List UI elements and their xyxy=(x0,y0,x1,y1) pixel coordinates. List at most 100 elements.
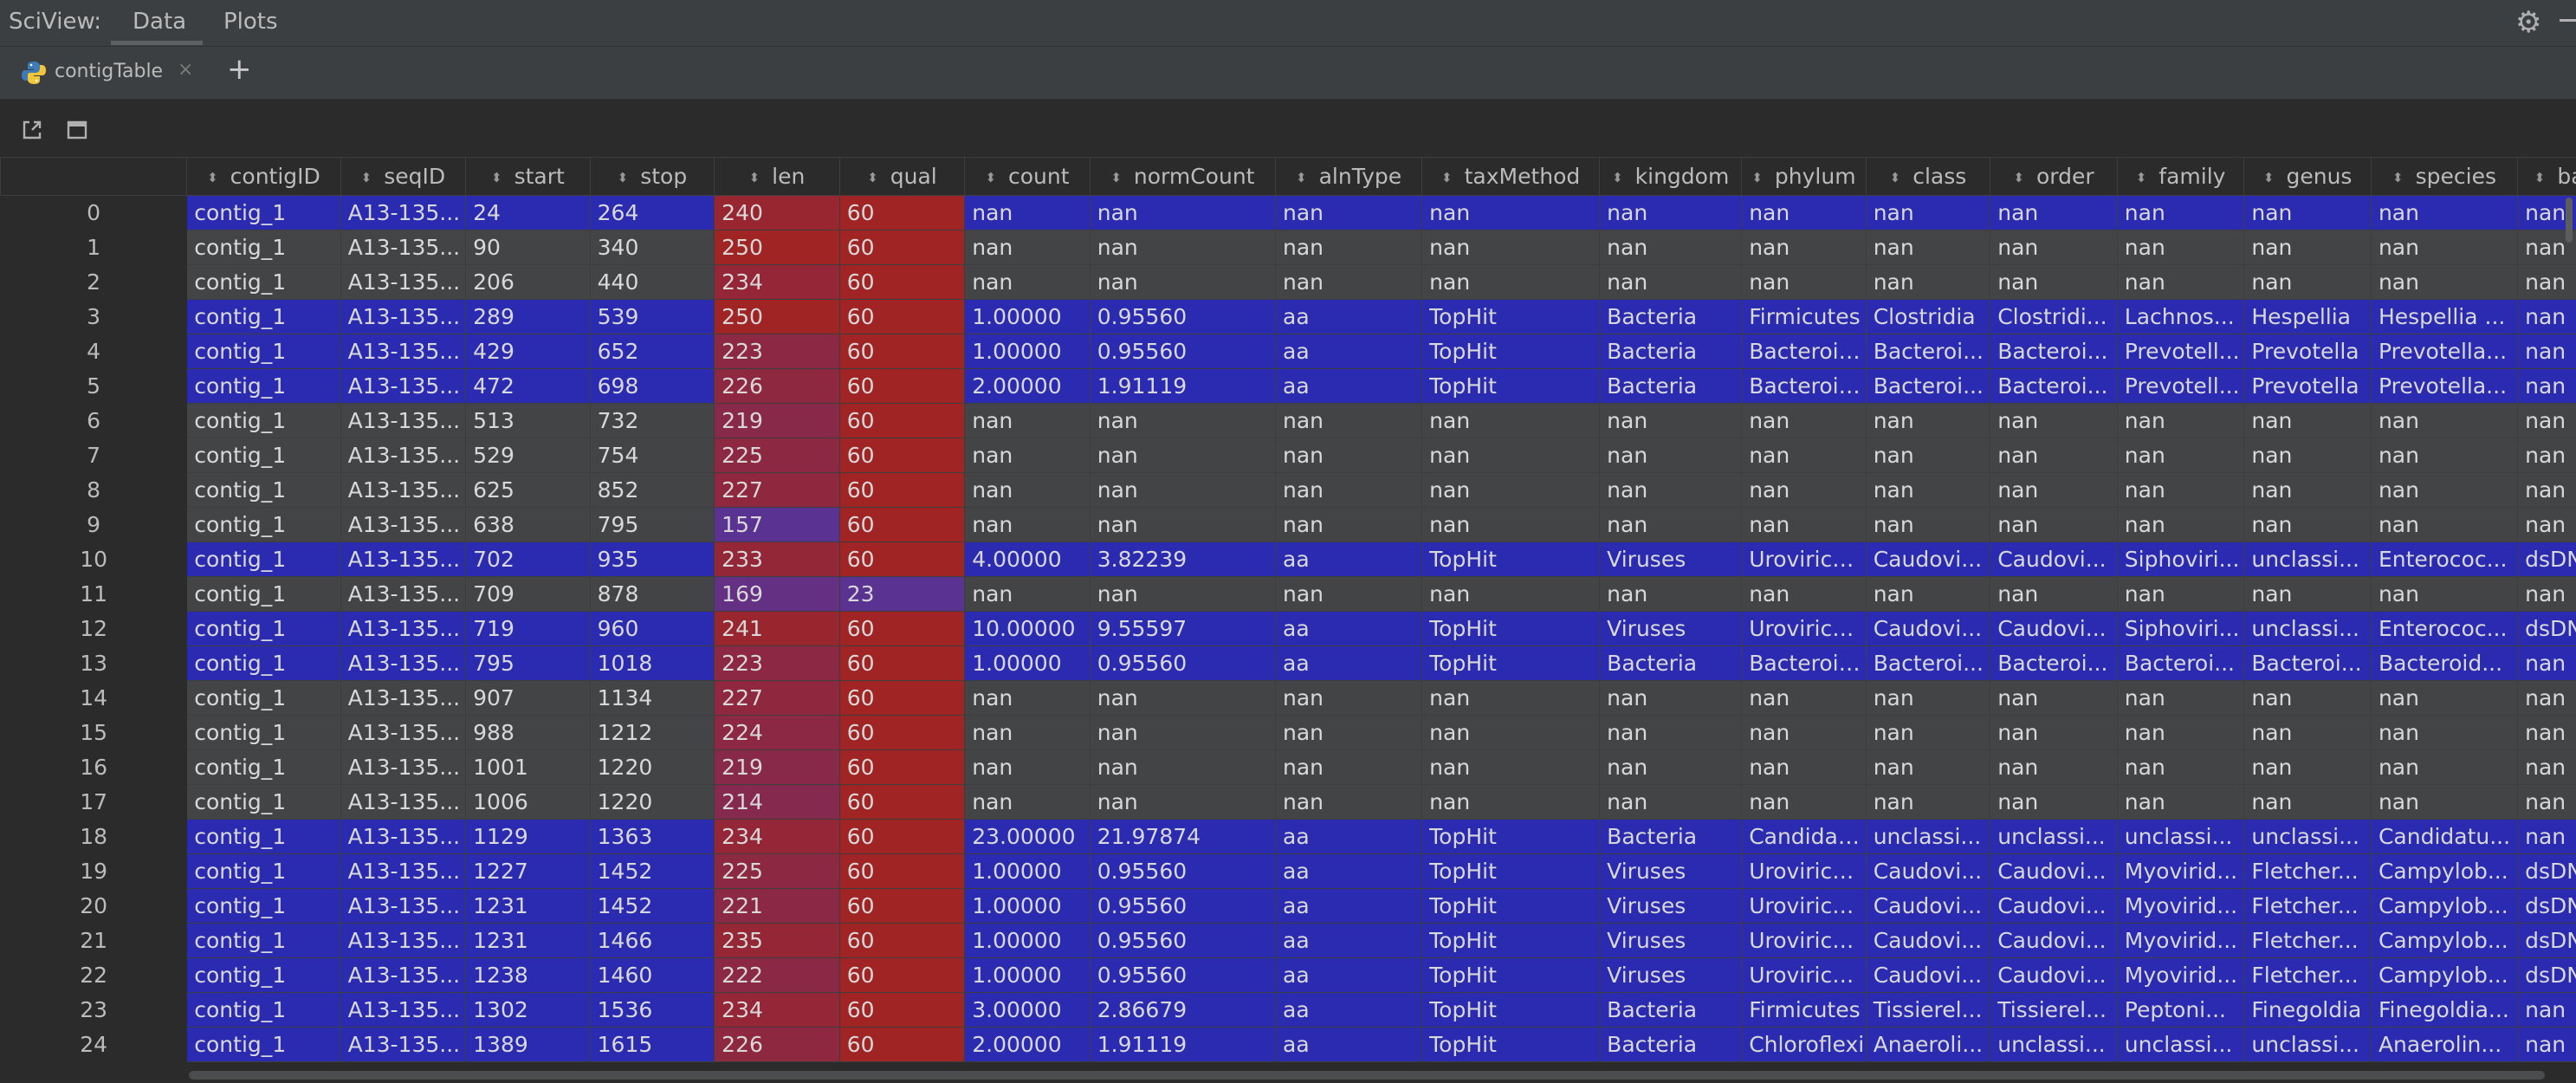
cell-stop[interactable]: 340 xyxy=(589,230,715,265)
cell-qual[interactable]: 60 xyxy=(838,715,966,750)
cell-class[interactable]: Bacteroi... xyxy=(1865,645,1991,681)
cell-species[interactable]: Campylob... xyxy=(2370,923,2519,958)
cell-contigid[interactable]: contig_1 xyxy=(186,819,341,854)
column-header-normcount[interactable]: ⬍ normCount xyxy=(1089,157,1277,196)
cell-qual[interactable]: 60 xyxy=(838,438,966,473)
cell-contigid[interactable]: contig_1 xyxy=(186,576,341,612)
cell-contigid[interactable]: contig_1 xyxy=(186,680,341,716)
cell-start[interactable]: 472 xyxy=(465,368,591,404)
cell-genus[interactable]: unclassi... xyxy=(2243,1027,2372,1062)
cell-family[interactable]: nan xyxy=(2116,438,2245,473)
cell-class[interactable]: nan xyxy=(1865,438,1991,473)
cell-balt[interactable]: nan xyxy=(2517,299,2576,334)
cell-phylum[interactable]: nan xyxy=(1741,264,1867,300)
table-row[interactable]: 17 contig_1 A13-135... 1006 1220 214 60 nan nan n… xyxy=(0,784,2576,820)
cell-taxmethod[interactable]: TopHit xyxy=(1421,819,1601,854)
table-row[interactable]: 19 contig_1 A13-135... 1227 1452 225 60 1.00000… xyxy=(0,853,2576,889)
column-header-len[interactable]: ⬍ len xyxy=(714,157,840,196)
cell-len[interactable]: 226 xyxy=(714,368,840,404)
cell-alntype[interactable]: aa xyxy=(1275,334,1423,369)
cell-alntype[interactable]: nan xyxy=(1275,784,1423,820)
cell-genus[interactable]: nan xyxy=(2243,438,2372,473)
cell-genus[interactable]: nan xyxy=(2243,680,2372,716)
cell-phylum[interactable]: Uroviricota xyxy=(1741,923,1867,958)
cell-species[interactable]: Prevotella... xyxy=(2370,368,2519,404)
table-row[interactable]: 16 contig_1 A13-135... 1001 1220 219 60 nan nan n… xyxy=(0,749,2576,785)
cell-qual[interactable]: 60 xyxy=(838,819,966,854)
cell-phylum[interactable]: nan xyxy=(1741,749,1867,785)
cell-start[interactable]: 429 xyxy=(465,334,591,369)
cell-balt[interactable]: nan xyxy=(2517,1027,2576,1062)
sort-icon[interactable]: ⬍ xyxy=(2392,170,2404,185)
cell-qual[interactable]: 60 xyxy=(838,368,966,404)
cell-qual[interactable]: 60 xyxy=(838,472,966,508)
tab-plots[interactable]: Plots xyxy=(223,9,278,35)
cell-normcount[interactable]: 1.91119 xyxy=(1089,368,1277,404)
cell-normcount[interactable]: nan xyxy=(1089,403,1277,438)
cell-genus[interactable]: nan xyxy=(2243,784,2372,820)
cell-contigid[interactable]: contig_1 xyxy=(186,299,341,334)
cell-genus[interactable]: unclassi... xyxy=(2243,542,2372,577)
cell-class[interactable]: nan xyxy=(1865,403,1991,438)
open-external-icon[interactable] xyxy=(21,119,43,141)
cell-species[interactable]: Candidatu... xyxy=(2370,819,2519,854)
cell-start[interactable]: 529 xyxy=(465,438,591,473)
cell-taxmethod[interactable]: nan xyxy=(1421,680,1601,716)
cell-qual[interactable]: 60 xyxy=(838,749,966,785)
cell-alntype[interactable]: aa xyxy=(1275,645,1423,681)
cell-species[interactable]: Prevotella... xyxy=(2370,334,2519,369)
cell-alntype[interactable]: aa xyxy=(1275,888,1423,924)
cell-kingdom[interactable]: Bacteria xyxy=(1599,368,1743,404)
cell-balt[interactable]: nan xyxy=(2517,507,2576,542)
cell-balt[interactable]: nan xyxy=(2517,645,2576,681)
cell-genus[interactable]: nan xyxy=(2243,472,2372,508)
cell-taxmethod[interactable]: TopHit xyxy=(1421,542,1601,577)
sort-icon[interactable]: ⬍ xyxy=(985,170,997,185)
cell-contigid[interactable]: contig_1 xyxy=(186,1027,341,1062)
table-row[interactable]: 3 contig_1 A13-135... 289 539 250 60 1.00000 0.9… xyxy=(0,299,2576,334)
close-icon[interactable]: × xyxy=(178,59,194,81)
cell-genus[interactable]: Prevotella xyxy=(2243,368,2372,404)
cell-len[interactable]: 234 xyxy=(714,264,840,300)
cell-stop[interactable]: 1134 xyxy=(589,680,715,716)
cell-len[interactable]: 227 xyxy=(714,680,840,716)
cell-family[interactable]: nan xyxy=(2116,403,2245,438)
column-header-species[interactable]: ⬍ species xyxy=(2370,157,2519,196)
file-tab-contigtable[interactable]: contigTable xyxy=(55,61,164,82)
sort-icon[interactable]: ⬍ xyxy=(1296,170,1307,185)
cell-taxmethod[interactable]: nan xyxy=(1421,438,1601,473)
cell-stop[interactable]: 960 xyxy=(589,611,715,646)
column-header-contigid[interactable]: ⬍ contigID xyxy=(186,157,341,196)
cell-stop[interactable]: 1220 xyxy=(589,784,715,820)
cell-count[interactable]: 1.00000 xyxy=(964,957,1091,993)
cell-genus[interactable]: nan xyxy=(2243,507,2372,542)
cell-genus[interactable]: nan xyxy=(2243,264,2372,300)
cell-class[interactable]: nan xyxy=(1865,472,1991,508)
cell-len[interactable]: 169 xyxy=(714,576,840,612)
cell-species[interactable]: Hespellia ... xyxy=(2370,299,2519,334)
table-row[interactable]: 9 contig_1 A13-135... 638 795 157 60 nan nan nan n… xyxy=(0,507,2576,542)
cell-alntype[interactable]: aa xyxy=(1275,957,1423,993)
cell-start[interactable]: 709 xyxy=(465,576,591,612)
cell-taxmethod[interactable]: nan xyxy=(1421,784,1601,820)
cell-start[interactable]: 988 xyxy=(465,715,591,750)
cell-balt[interactable]: nan xyxy=(2517,819,2576,854)
cell-class[interactable]: nan xyxy=(1865,784,1991,820)
cell-contigid[interactable]: contig_1 xyxy=(186,438,341,473)
cell-count[interactable]: 1.00000 xyxy=(964,853,1091,889)
cell-class[interactable]: Bacteroi... xyxy=(1865,368,1991,404)
cell-normcount[interactable]: 0.95560 xyxy=(1089,645,1277,681)
cell-kingdom[interactable]: nan xyxy=(1599,403,1743,438)
cell-family[interactable]: unclassi... xyxy=(2116,819,2245,854)
cell-phylum[interactable]: Bacteroid... xyxy=(1741,334,1867,369)
cell-phylum[interactable]: Bacteroid... xyxy=(1741,368,1867,404)
table-row[interactable]: 5 contig_1 A13-135... 472 698 226 60 2.00000 1.9… xyxy=(0,368,2576,404)
sort-icon[interactable]: ⬍ xyxy=(207,170,218,185)
cell-seqid[interactable]: A13-135... xyxy=(340,784,467,820)
cell-seqid[interactable]: A13-135... xyxy=(340,368,467,404)
sort-icon[interactable]: ⬍ xyxy=(1110,170,1122,185)
cell-balt[interactable]: dsDNA xyxy=(2517,611,2576,646)
cell-order[interactable]: Bacteroi... xyxy=(1990,645,2118,681)
cell-alntype[interactable]: aa xyxy=(1275,299,1423,334)
cell-stop[interactable]: 264 xyxy=(589,195,715,230)
